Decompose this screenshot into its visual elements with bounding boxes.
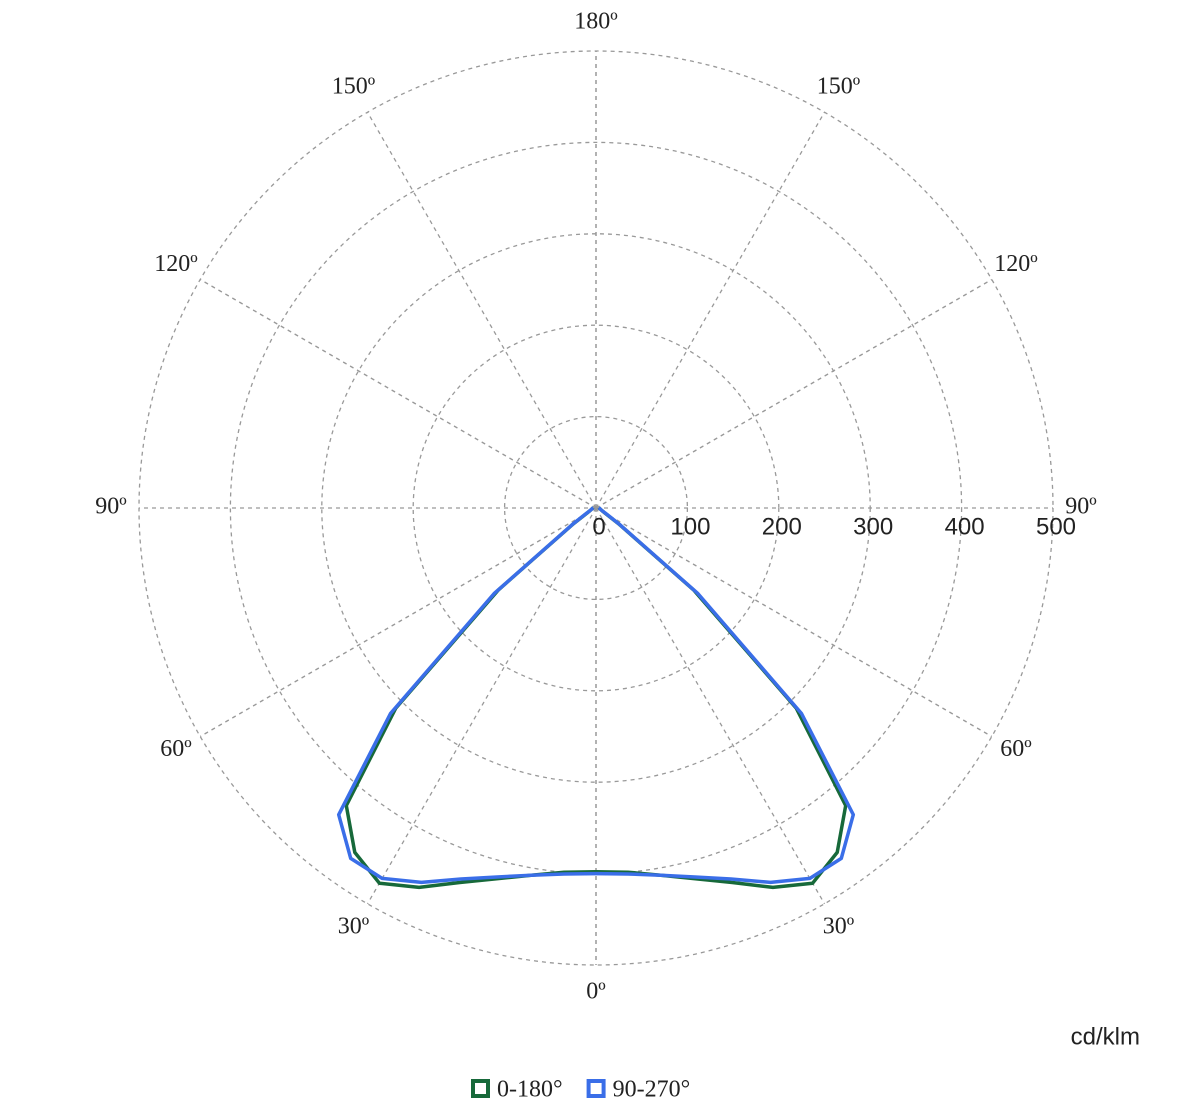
legend-label: 90-270° [613,1077,691,1103]
angle-label: 30º [823,914,855,940]
r-tick-label: 500 [1036,513,1076,540]
unit-label: cd/klm [1071,1023,1140,1050]
grid-spoke [199,278,597,509]
angle-label: 0º [586,979,606,1005]
r-tick-label: 0 [592,513,605,540]
grid-spoke [366,507,597,905]
grid-ring [412,324,780,692]
angle-label: 120º [154,251,198,277]
grid-ring [229,141,963,875]
grid-spoke [595,111,826,509]
angle-label: 150º [332,73,376,99]
legend-swatch [586,1079,606,1098]
series-line [336,506,597,885]
angle-label: 120º [994,251,1038,277]
angle-label: 30º [338,914,370,940]
grid-spoke [595,278,993,509]
angle-label: 150º [817,73,861,99]
series-line [595,506,856,885]
angle-label: 60º [1000,736,1032,762]
r-tick-label: 400 [945,513,985,540]
angle-label: 60º [160,736,192,762]
grid-spoke [366,111,597,509]
r-tick-label: 100 [670,513,710,540]
r-tick-label: 200 [762,513,802,540]
angle-label: 90º [95,494,127,520]
angle-label: 90º [1065,494,1097,520]
angle-label: 180º [574,9,618,35]
series-line [344,506,597,890]
grid-spoke [595,507,826,905]
series-line [595,506,848,890]
legend-label: 0-180° [497,1077,563,1103]
r-tick-label: 300 [853,513,893,540]
legend-swatch [471,1079,490,1098]
